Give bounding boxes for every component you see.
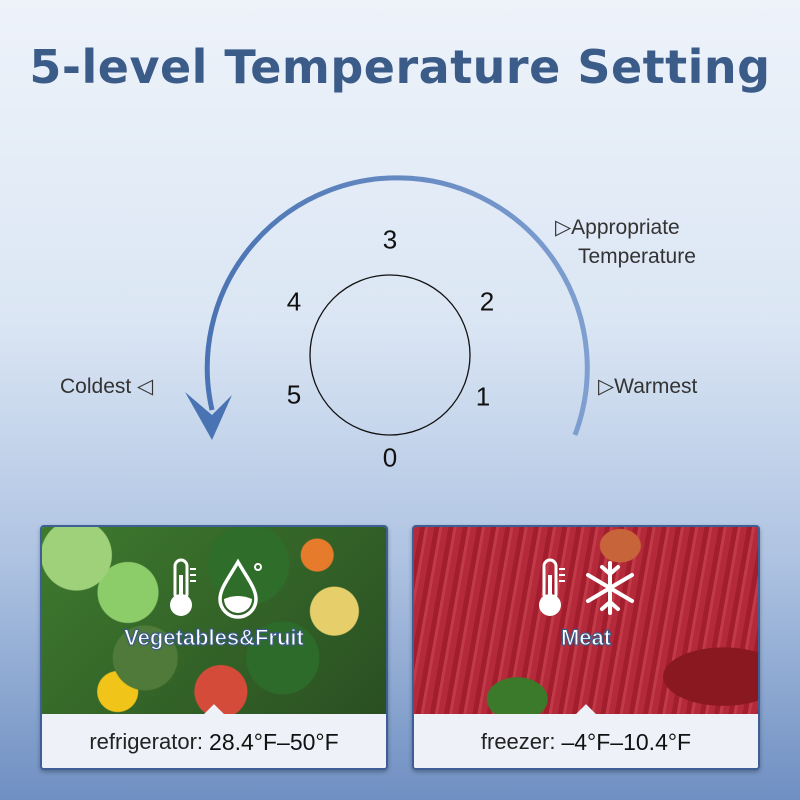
zone-label: freezer: xyxy=(480,729,556,754)
label-warmest: ▷Warmest xyxy=(598,375,698,398)
range-value: 28.4°F–50°F xyxy=(209,728,339,755)
label-coldest: Coldest ◁ xyxy=(60,375,154,398)
label-appropriate: ▷Appropriate Temperature xyxy=(555,213,696,271)
dial-circle xyxy=(309,274,471,436)
label-appropriate-line2: Temperature xyxy=(578,245,696,268)
dial-level-0: 0 xyxy=(382,442,398,473)
snowflake-icon xyxy=(586,561,634,615)
label-appropriate-line1: ▷Appropriate xyxy=(555,216,680,239)
category-label: Vegetables&Fruit xyxy=(124,625,305,651)
dial-level-4: 4 xyxy=(286,286,302,317)
water-drop-icon xyxy=(218,558,262,619)
vegetables-photo xyxy=(42,527,386,714)
page-title: 5-level Temperature Setting xyxy=(29,40,771,94)
rotation-arc xyxy=(204,175,590,436)
thermometer-icon xyxy=(170,558,196,616)
range-value: –4°F–10.4°F xyxy=(561,728,692,755)
temperature-range: freezer: –4°F–10.4°F xyxy=(414,714,758,768)
card-vegetables: Vegetables&Fruit refrigerator: 28.4°F–50°… xyxy=(40,525,388,770)
card-meat: Meat freezer: –4°F–10.4°F xyxy=(412,525,760,770)
temperature-range: refrigerator: 28.4°F–50°F xyxy=(42,714,386,768)
dial-level-3: 3 xyxy=(382,224,398,255)
category-label: Meat xyxy=(560,625,612,651)
meat-photo xyxy=(414,527,758,714)
dial-level-2: 2 xyxy=(479,286,495,317)
thermometer-icon xyxy=(539,558,565,616)
arc-arrowhead xyxy=(185,392,232,440)
dial-level-5: 5 xyxy=(286,379,302,410)
dial-level-1: 1 xyxy=(475,381,491,412)
zone-label: refrigerator: xyxy=(89,729,204,754)
